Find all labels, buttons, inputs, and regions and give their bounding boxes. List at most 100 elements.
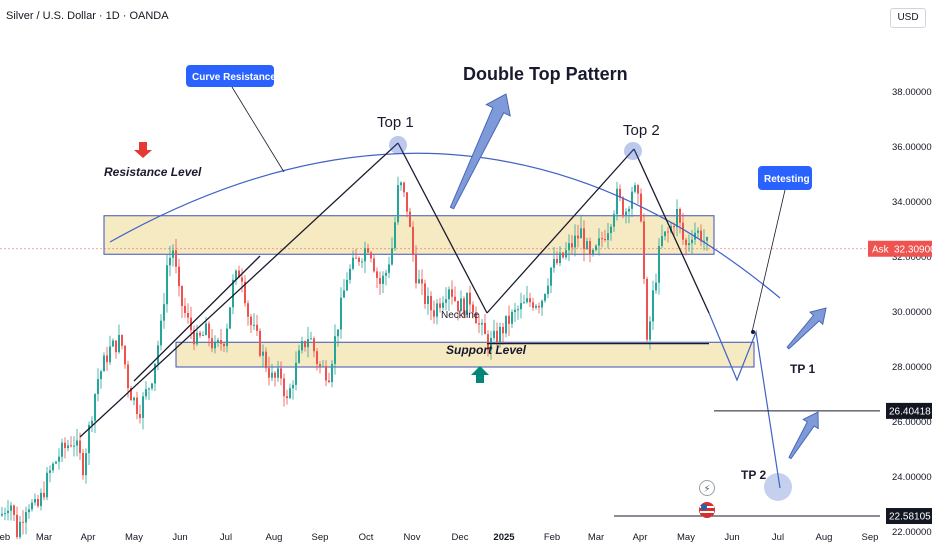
candle-body bbox=[403, 182, 405, 193]
candle-body bbox=[652, 290, 654, 322]
candle-body bbox=[643, 221, 645, 279]
tp2-label: TP 2 bbox=[741, 468, 766, 482]
candle-body bbox=[565, 250, 567, 258]
candle-body bbox=[469, 292, 471, 305]
tp2-value: 22.58105 bbox=[889, 512, 931, 523]
candle-body bbox=[109, 346, 111, 363]
candle-body bbox=[538, 305, 540, 308]
candle-body bbox=[40, 492, 42, 507]
candle-body bbox=[10, 505, 12, 511]
candle-body bbox=[697, 230, 699, 233]
candle-body bbox=[85, 453, 87, 476]
candle-body bbox=[535, 305, 537, 308]
candle-body bbox=[223, 343, 225, 347]
candle-body bbox=[331, 363, 333, 383]
event-icons[interactable]: ⚡ bbox=[699, 480, 715, 519]
candle-body bbox=[526, 298, 528, 303]
candle-body bbox=[595, 245, 597, 251]
candle-body bbox=[46, 472, 48, 498]
candle-body bbox=[433, 310, 435, 317]
candle-body bbox=[220, 340, 222, 344]
candle-body bbox=[436, 303, 438, 317]
candle-body bbox=[601, 238, 603, 240]
candle-body bbox=[613, 214, 615, 227]
candle-body bbox=[667, 231, 669, 233]
candle-body bbox=[118, 334, 120, 353]
candle-body bbox=[241, 277, 243, 282]
candle-body bbox=[121, 334, 123, 346]
top2-marker bbox=[624, 142, 642, 160]
candle-body bbox=[31, 502, 33, 510]
y-tick-label: 36.00000 bbox=[892, 142, 932, 153]
time-axis[interactable]: Feb Mar Apr May Jun Jul Aug Sep Oct Nov Dec 2025 Feb… bbox=[0, 532, 878, 543]
x-tick-label: Jun bbox=[172, 532, 187, 543]
x-tick-label: Dec bbox=[452, 532, 469, 543]
candle-body bbox=[379, 277, 381, 284]
candle-body bbox=[577, 235, 579, 239]
level-arrow-markers bbox=[134, 142, 489, 383]
price-axis[interactable]: 38.00000 36.00000 34.00000 32.00000 30.00000… bbox=[892, 87, 932, 538]
candle-body bbox=[100, 371, 102, 380]
candle-body bbox=[622, 197, 624, 217]
candle-body bbox=[646, 278, 648, 340]
candle-body bbox=[115, 340, 117, 353]
candle-body bbox=[484, 322, 486, 335]
candle-body bbox=[343, 290, 345, 298]
arrow-shape bbox=[786, 307, 827, 350]
candle-body bbox=[130, 388, 132, 401]
candle-body bbox=[640, 193, 642, 222]
pattern-title: Double Top Pattern bbox=[463, 64, 628, 84]
candle-body bbox=[97, 379, 99, 395]
us-flag-icon[interactable] bbox=[699, 502, 715, 518]
candle-body bbox=[364, 248, 366, 262]
candle-body bbox=[52, 463, 54, 471]
candle-body bbox=[385, 272, 387, 276]
retest-point bbox=[751, 330, 755, 334]
candle-body bbox=[430, 295, 432, 311]
candle-body bbox=[280, 368, 282, 379]
candlestick-series bbox=[1, 176, 708, 540]
candle-body bbox=[568, 243, 570, 251]
candle-body bbox=[337, 329, 339, 337]
candle-body bbox=[457, 300, 459, 312]
candle-body bbox=[25, 512, 27, 523]
candle-body bbox=[580, 228, 582, 239]
candle-body bbox=[73, 445, 75, 447]
candle-body bbox=[496, 330, 498, 343]
candle-body bbox=[376, 271, 378, 278]
candle-body bbox=[94, 394, 96, 421]
currency-button[interactable]: USD bbox=[890, 8, 926, 28]
candle-body bbox=[514, 309, 516, 312]
candle-body bbox=[247, 303, 249, 317]
candle-body bbox=[607, 233, 609, 241]
resistance-level-label: Resistance Level bbox=[104, 165, 202, 179]
candle-body bbox=[658, 245, 660, 283]
candle-body bbox=[475, 312, 477, 324]
candle-body bbox=[229, 307, 231, 329]
candle-body bbox=[586, 241, 588, 250]
candle-body bbox=[70, 445, 72, 447]
lightning-icon[interactable] bbox=[699, 480, 715, 496]
candle-body bbox=[16, 514, 18, 538]
candle-body bbox=[268, 368, 270, 378]
candle-body bbox=[124, 345, 126, 365]
candle-body bbox=[313, 338, 315, 352]
candle-body bbox=[133, 397, 135, 401]
candle-body bbox=[127, 364, 129, 389]
candle-body bbox=[673, 226, 675, 228]
x-tick-label: Jun bbox=[724, 532, 739, 543]
candle-body bbox=[139, 414, 141, 418]
pattern-lines bbox=[79, 86, 786, 438]
candle-body bbox=[4, 513, 6, 515]
x-tick-label: Sep bbox=[312, 532, 329, 543]
candle-body bbox=[13, 505, 15, 515]
candle-body bbox=[154, 363, 156, 384]
candle-body bbox=[688, 243, 690, 246]
projection-path bbox=[708, 312, 781, 489]
x-tick-label: Sep bbox=[862, 532, 879, 543]
candle-body bbox=[556, 258, 558, 264]
arrow-down-icon bbox=[134, 142, 152, 158]
retesting-label: Retesting bbox=[764, 174, 810, 185]
x-tick-label: May bbox=[677, 532, 695, 543]
